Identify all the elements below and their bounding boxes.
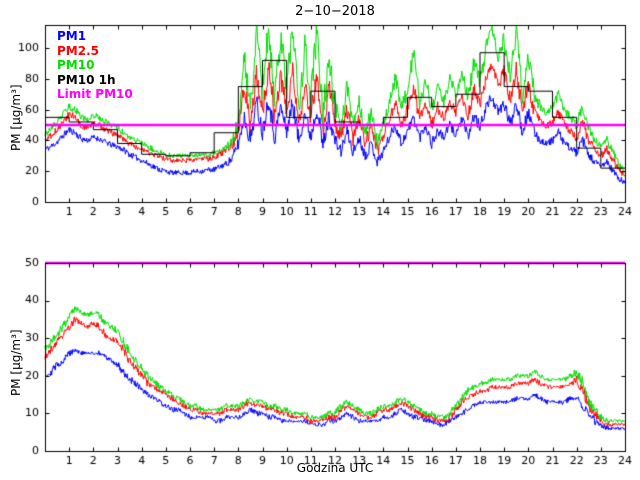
legend-item: PM1	[57, 29, 87, 43]
legend-item: PM10	[57, 58, 95, 72]
x-axis-label: Godzina UTC	[296, 461, 374, 475]
y-axis-label-bottom: PM [µg/m³]	[9, 329, 23, 396]
y-axis-label-top: PM [µg/m³]	[9, 84, 23, 151]
chart-title: 2−10−2018	[295, 4, 375, 19]
legend-item: PM2.5	[57, 43, 99, 58]
legend: PM1 PM2.5 PM10 PM10 1h Limit PM10	[57, 29, 133, 102]
legend-item: PM10 1h	[57, 72, 116, 87]
legend-item: Limit PM10	[57, 87, 133, 101]
